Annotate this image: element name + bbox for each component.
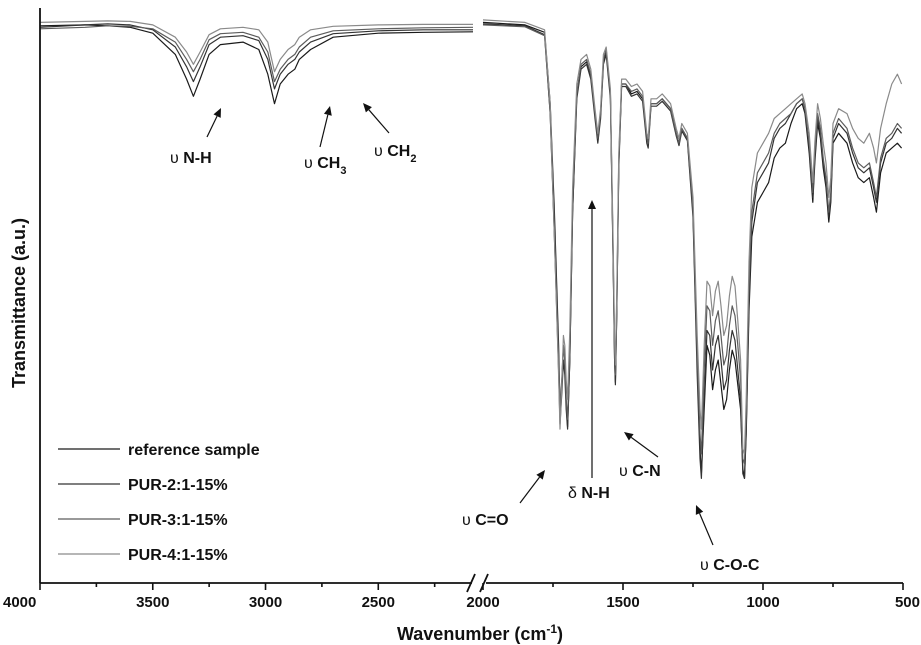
legend-label-1: reference sample: [128, 442, 260, 459]
annotation-arrow-1: [206, 115, 218, 138]
x-tick-label-1500: 1500: [606, 594, 639, 611]
annotation-symbol: υ: [170, 150, 183, 167]
axis-break-mark-1: [466, 573, 476, 593]
annotation-group: C-O-C: [713, 557, 760, 574]
annotation-group: C=O: [475, 512, 508, 529]
x-tick-label-1000: 1000: [746, 594, 779, 611]
annotation-symbol: υ: [304, 155, 317, 172]
series-line-1-right: [482, 21, 903, 479]
annotation-symbol: υ: [374, 143, 387, 160]
annotation-label-1: υ N-H: [170, 150, 212, 167]
annotation-symbol: υ: [462, 512, 475, 529]
series-line-4-right: [482, 19, 903, 455]
annotation-label-2: υ CH3: [304, 155, 346, 177]
annotation-symbol: υ: [619, 463, 632, 480]
series-line-4-left: [39, 20, 473, 73]
annotation-label-7: υ C-O-C: [700, 557, 760, 574]
x-axis-label-main: Wavenumber (cm: [397, 624, 546, 644]
annotation-arrow-6: [630, 436, 659, 458]
annotation-arrow-4: [519, 476, 541, 504]
series-line-2-left: [39, 23, 473, 90]
annotation-arrowhead-6: [624, 432, 634, 441]
x-axis-label-sup: -1: [546, 622, 557, 636]
axes-layer: 4000 3500 3000 2500 2000 1500 1000 500: [3, 8, 920, 611]
annotation-symbol: δ: [568, 485, 581, 502]
annotation-subscript: 3: [340, 165, 346, 177]
annotation-group: C-N: [632, 463, 660, 480]
annotation-arrowhead-3: [363, 103, 372, 113]
series-line-2-right: [482, 23, 903, 479]
x-tick-label-500: 500: [895, 594, 920, 611]
annotation-symbol: υ: [700, 557, 713, 574]
annotation-label-6: υ C-N: [619, 463, 661, 480]
annotation-subscript: 2: [410, 153, 416, 165]
x-axis-label-end: ): [557, 624, 563, 644]
annotation-arrowhead-4: [536, 470, 545, 480]
legend-label-3: PUR-3:1-15%: [128, 512, 228, 529]
series-line-3-right: [482, 24, 903, 465]
annotation-group: CH: [317, 155, 340, 172]
legend-label-2: PUR-2:1-15%: [128, 477, 228, 494]
x-tick-label-2000: 2000: [466, 594, 499, 611]
annotation-arrowhead-2: [323, 106, 332, 116]
axis-break-mark-2: [479, 573, 489, 593]
annotation-arrow-7: [698, 513, 714, 546]
x-axis-label: Wavenumber (cm-1): [397, 622, 563, 644]
x-tick-label-2500: 2500: [362, 594, 395, 611]
series-line-3-left: [39, 25, 474, 83]
annotation-label-5: δ N-H: [568, 485, 610, 502]
annotation-label-3: υ CH2: [374, 143, 416, 165]
annotation-label-4: υ C=O: [462, 512, 509, 529]
x-tick-label-3000: 3000: [249, 594, 282, 611]
annotation-arrow-2: [319, 114, 329, 148]
series-line-1-left: [39, 24, 474, 105]
annotation-arrowhead-5: [588, 200, 596, 209]
legend-label-4: PUR-4:1-15%: [128, 547, 228, 564]
annotation-group: N-H: [183, 150, 211, 167]
legend: reference sample PUR-2:1-15% PUR-3:1-15% PU…: [58, 442, 260, 564]
y-axis-label: Transmittance (a.u.): [9, 218, 29, 388]
annotation-arrowhead-1: [213, 108, 221, 118]
series-layer: [39, 19, 903, 479]
annotation-group: CH: [387, 143, 410, 160]
x-tick-label-3500: 3500: [136, 594, 169, 611]
annotation-group: N-H: [581, 485, 609, 502]
annotation-arrowhead-7: [695, 505, 704, 515]
x-tick-label-4000: 4000: [3, 594, 36, 611]
annotation-arrow-3: [368, 109, 390, 134]
